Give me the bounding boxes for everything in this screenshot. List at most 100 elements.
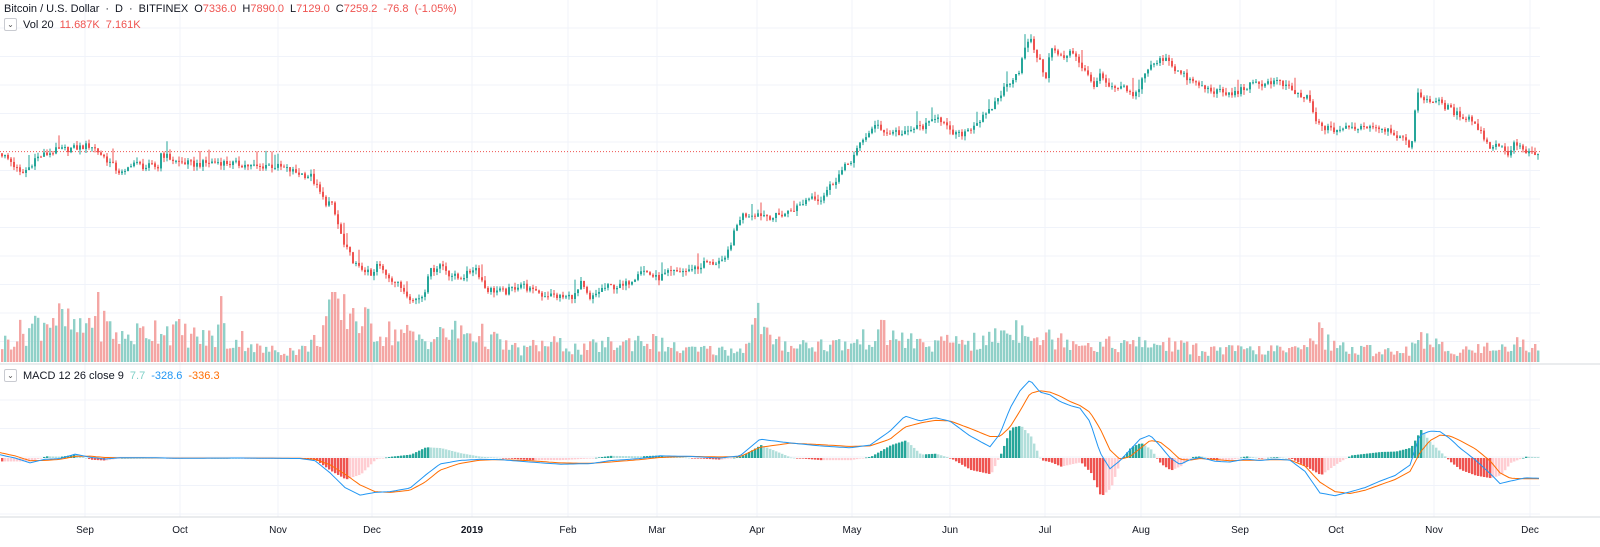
macd-histogram-bar (1459, 458, 1462, 470)
volume-bar (1012, 340, 1015, 362)
volume-bar (655, 336, 658, 362)
macd-histogram-bar (1153, 453, 1156, 458)
symbol-name[interactable]: Bitcoin / U.S. Dollar (4, 3, 100, 15)
volume-bar (820, 339, 823, 362)
candle-body (442, 264, 444, 267)
candle-body (448, 270, 450, 277)
collapse-chevron-icon[interactable]: ⌄ (4, 18, 17, 31)
macd-histogram-bar (874, 454, 877, 458)
volume-bar (367, 308, 370, 362)
volume-bar (124, 338, 127, 362)
volume-bar (805, 342, 808, 362)
collapse-chevron-icon[interactable]: ⌄ (4, 369, 17, 382)
candle-body (1525, 149, 1527, 154)
volume-bar (1507, 351, 1510, 362)
candle-body (1414, 110, 1416, 142)
volume-legend[interactable]: ⌄ Vol 20 11.687K 7.161K (4, 18, 147, 31)
macd-histogram-bar (1090, 458, 1093, 474)
candle-body (841, 170, 843, 175)
candle-body (1330, 125, 1332, 128)
macd-histogram-bar (1141, 443, 1144, 458)
macd-histogram-bar (850, 458, 853, 461)
macd-histogram-bar (607, 456, 610, 458)
macd-histogram-bar (832, 458, 835, 461)
candle-body (1537, 154, 1539, 156)
candle-body (949, 125, 951, 130)
macd-histogram-bar (979, 458, 982, 472)
volume-bar (685, 347, 688, 362)
macd-histogram-bar (574, 458, 577, 460)
macd-histogram-bar (1222, 458, 1225, 461)
volume-bar (268, 351, 271, 362)
candle-body (367, 269, 369, 273)
macd-histogram-bar (4, 458, 7, 462)
macd-histogram-bar (433, 447, 436, 458)
volume-bar (250, 344, 253, 362)
macd-histogram-bar (544, 458, 547, 461)
macd-histogram-bar (1390, 451, 1393, 458)
time-axis[interactable]: Sep Oct Nov Dec 2019 Feb Mar Apr May Jun Jul Aug Sep… (76, 525, 1539, 536)
volume-label[interactable]: Vol 20 (23, 18, 54, 31)
interval[interactable]: D (115, 3, 123, 15)
macd-histogram-bar (1072, 458, 1075, 465)
candle-body (478, 267, 480, 278)
time-axis-tick-label: Aug (1132, 525, 1150, 536)
volume-bar (211, 335, 214, 362)
volume-bar (1294, 346, 1297, 362)
volume-bar (901, 332, 904, 362)
volume-bar (1123, 340, 1126, 362)
volume-bar (115, 332, 118, 362)
candle-body (1408, 140, 1410, 148)
candle-body (1273, 80, 1275, 85)
macd-histogram-bar (904, 440, 907, 458)
volume-bar (925, 346, 928, 362)
macd-pane[interactable] (0, 380, 1540, 497)
exchange-separator: · (129, 3, 133, 15)
candle-body (514, 287, 516, 290)
symbol-legend[interactable]: Bitcoin / U.S. Dollar · D · BITFINEX O 7… (4, 3, 463, 15)
candle-body (1447, 105, 1449, 110)
high-label: H (242, 3, 251, 15)
volume-bar (226, 348, 229, 362)
macd-histogram-bar (430, 447, 433, 458)
candle-body (511, 287, 513, 289)
candle-body (1372, 126, 1374, 128)
macd-histogram-bar (658, 455, 661, 458)
volume-bar (1306, 347, 1309, 362)
volume-bar (394, 329, 397, 362)
candle-body (358, 262, 360, 266)
volume-bar (160, 333, 163, 362)
macd-histogram-bar (346, 458, 349, 480)
macd-histogram-bar (370, 458, 373, 465)
macd-histogram-bar (1243, 456, 1246, 458)
macd-histogram-bar (1516, 458, 1519, 461)
candle-body (154, 163, 156, 167)
candle-body (1411, 141, 1413, 148)
price-pane[interactable] (0, 34, 1540, 305)
candle-body (700, 267, 702, 270)
candle-body (1033, 38, 1035, 50)
candle-body (931, 119, 933, 122)
volume-bar (7, 339, 10, 362)
macd-histogram-bar (1363, 453, 1366, 458)
macd-histogram-bar (1420, 430, 1423, 458)
time-axis-tick-label: Oct (1328, 525, 1344, 536)
volume-bar (892, 330, 895, 362)
candle-body (1231, 92, 1233, 96)
volume-bar (64, 326, 67, 362)
volume-bar (910, 333, 913, 362)
macd-legend[interactable]: ⌄ MACD 12 26 close 9 7.7 -328.6 -336.3 (4, 369, 226, 382)
candle-body (772, 218, 774, 220)
candle-body (55, 147, 57, 154)
volume-bar (373, 341, 376, 362)
volume-bar (283, 353, 286, 362)
macd-label[interactable]: MACD 12 26 close 9 (23, 369, 124, 382)
candle-body (1255, 81, 1257, 83)
volume-bar (1111, 347, 1114, 362)
macd-histogram-bar (1174, 458, 1177, 469)
volume-bar (127, 334, 130, 362)
volume-bar (1276, 345, 1279, 362)
macd-histogram-bar (532, 458, 535, 461)
volume-bar (625, 340, 628, 362)
macd-histogram-bar (949, 458, 952, 459)
